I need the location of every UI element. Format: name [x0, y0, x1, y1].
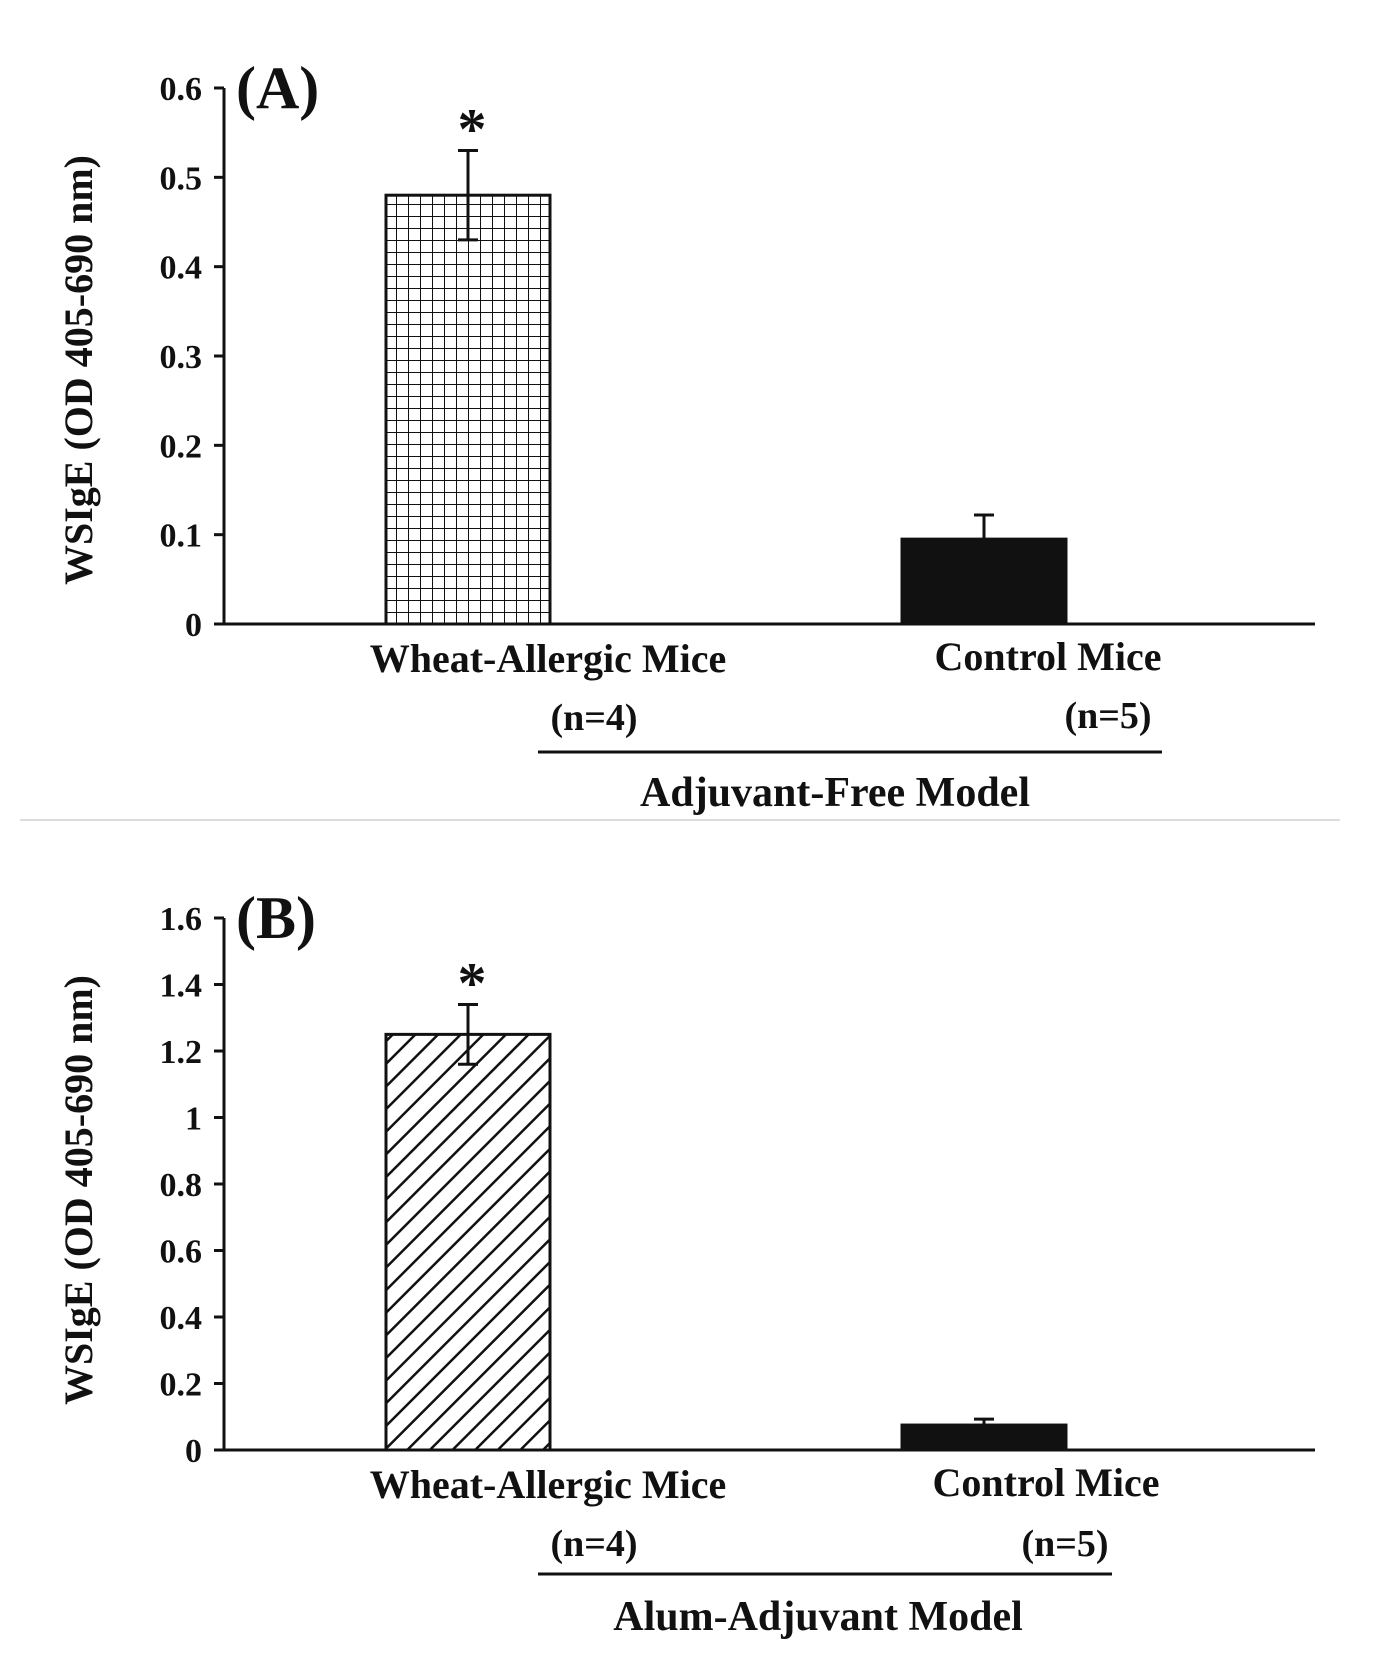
y-axis-ticks: 0 0.1 0.2 0.3 0.4 0.5 0.6 [160, 71, 224, 644]
panel-b: (B) WSIgE (OD 405-690 nm) 0 0.2 0.4 0.6 0.8 1… [56, 885, 1315, 1640]
y-tick-label: 1.4 [160, 968, 203, 1005]
y-tick-label: 0.6 [160, 71, 203, 108]
sample-size-label: (n=5) [1021, 1523, 1108, 1565]
category-label: Wheat-Allergic Mice [370, 636, 727, 681]
panel-label: (A) [236, 55, 319, 121]
y-tick-label: 0.5 [160, 160, 203, 197]
y-axis-ticks: 0 0.2 0.4 0.6 0.8 1 1.2 1.4 1.6 [160, 901, 224, 1470]
panel-label: (B) [236, 885, 316, 951]
y-tick-label: 0.2 [160, 428, 203, 465]
y-tick-label: 0.6 [160, 1234, 203, 1271]
sample-size-label: (n=5) [1064, 695, 1151, 737]
y-tick-label: 0.4 [160, 250, 203, 287]
group-label: Adjuvant-Free Model [640, 770, 1030, 816]
y-axis-label: WSIgE (OD 405-690 nm) [56, 155, 101, 585]
y-tick-label: 0.2 [160, 1367, 203, 1404]
y-tick-label: 0.1 [160, 518, 203, 555]
sample-size-label: (n=4) [550, 697, 637, 739]
y-tick-label: 0.4 [160, 1300, 203, 1337]
bars: * [384, 97, 1068, 626]
category-label: Control Mice [933, 1460, 1160, 1505]
bar [384, 1032, 552, 1452]
bars: * [384, 950, 1068, 1452]
category-label: Control Mice [935, 634, 1162, 679]
group-label: Alum-Adjuvant Model [613, 1594, 1023, 1640]
y-tick-label: 1.6 [160, 901, 203, 938]
y-tick-label: 0.8 [160, 1167, 203, 1204]
y-axis-label: WSIgE (OD 405-690 nm) [56, 975, 101, 1405]
y-tick-label: 0.3 [160, 339, 203, 376]
y-tick-label: 1 [185, 1101, 202, 1138]
y-tick-label: 1.2 [160, 1034, 203, 1071]
panel-a: (A) WSIgE (OD 405-690 nm) 00.10.20.30.40… [56, 55, 1315, 816]
significance-marker: * [458, 950, 487, 1015]
bar [384, 193, 552, 626]
y-tick-label: 0 [185, 1433, 202, 1470]
sample-size-label: (n=4) [550, 1523, 637, 1565]
category-label: Wheat-Allergic Mice [370, 1462, 727, 1507]
y-tick-label: 0 [185, 607, 202, 644]
significance-marker: * [458, 97, 487, 162]
